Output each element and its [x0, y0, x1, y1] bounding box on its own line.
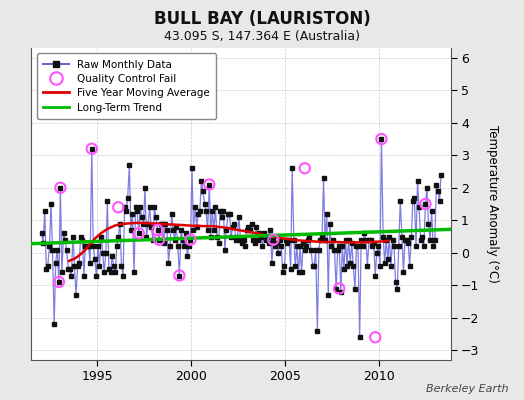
Y-axis label: Temperature Anomaly (°C): Temperature Anomaly (°C)	[486, 125, 499, 283]
Point	[269, 236, 278, 243]
Text: BULL BAY (LAURISTON): BULL BAY (LAURISTON)	[154, 10, 370, 28]
Point	[175, 272, 183, 279]
Point	[335, 285, 343, 292]
Point	[377, 136, 386, 142]
Point	[56, 184, 64, 191]
Point	[371, 334, 379, 340]
Point	[88, 146, 96, 152]
Point	[301, 165, 309, 172]
Point	[135, 230, 143, 236]
Text: 43.095 S, 147.364 E (Australia): 43.095 S, 147.364 E (Australia)	[164, 30, 360, 43]
Point	[186, 236, 194, 243]
Point	[54, 279, 63, 285]
Point	[114, 204, 123, 210]
Point	[155, 236, 163, 243]
Point	[154, 227, 162, 233]
Point	[421, 201, 430, 207]
Text: Berkeley Earth: Berkeley Earth	[426, 384, 508, 394]
Point	[205, 181, 213, 188]
Legend: Raw Monthly Data, Quality Control Fail, Five Year Moving Average, Long-Term Tren: Raw Monthly Data, Quality Control Fail, …	[37, 53, 216, 119]
